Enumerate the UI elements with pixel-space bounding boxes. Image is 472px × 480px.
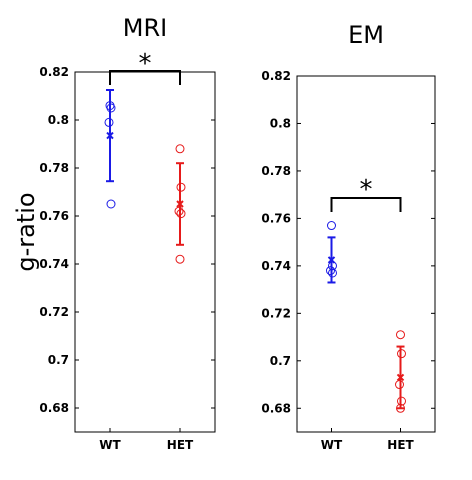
y-tick-label: 0.76 [261, 211, 291, 225]
mean-marker [106, 131, 114, 140]
y-tick-label: 0.68 [261, 401, 291, 415]
x-tick-label-wt: WT [99, 438, 121, 452]
data-point [396, 330, 405, 340]
series-wt [104, 89, 116, 209]
x-tick-label-het: HET [167, 438, 194, 452]
y-tick-label: 0.72 [39, 305, 69, 319]
mean-marker [176, 200, 184, 208]
y-tick-label: 0.78 [39, 161, 69, 175]
data-point [175, 144, 185, 154]
data-point [328, 261, 337, 271]
y-tick-label: 0.8 [48, 113, 69, 127]
data-point [397, 349, 406, 359]
panel-title: EM [348, 21, 384, 49]
y-tick-label: 0.72 [261, 306, 291, 320]
y-tick-label: 0.8 [270, 116, 291, 130]
y-tick-label: 0.7 [48, 353, 69, 367]
data-point [175, 254, 185, 264]
panel-title: MRI [123, 14, 167, 42]
data-point [106, 103, 116, 113]
axes-frame [74, 71, 216, 433]
series-het [174, 144, 186, 264]
series-het [395, 330, 406, 413]
y-axis-label: g-ratio [12, 192, 40, 271]
y-tick-label: 0.74 [261, 259, 291, 273]
series-wt [326, 221, 337, 284]
data-point [328, 268, 337, 278]
panel-mri: MRI 0.68 0.7 0.72 0.74 0.76 0.78 0.8 0.82 WT HET * [39, 14, 216, 452]
significance-bracket [109, 70, 181, 85]
data-point [326, 266, 335, 276]
y-tick-label: 0.68 [39, 401, 69, 415]
data-point [106, 199, 116, 209]
y-tick-label: 0.7 [270, 354, 291, 368]
significance-star: * [139, 49, 152, 79]
data-point [174, 206, 184, 216]
y-tick-label: 0.76 [39, 209, 69, 223]
y-tick-label: 0.74 [39, 257, 69, 271]
y-tick-label: 0.82 [261, 69, 291, 83]
data-point [396, 403, 405, 413]
data-point [176, 182, 186, 192]
y-tick-label: 0.82 [39, 65, 69, 79]
significance-star: * [360, 175, 373, 205]
x-tick-label-het: HET [387, 438, 414, 452]
data-point [176, 209, 186, 219]
data-point [327, 221, 336, 231]
data-point [104, 117, 114, 127]
axes-frame [296, 75, 436, 433]
panel-em: EM 0.68 0.7 0.72 0.74 0.76 0.78 0.8 0.82 WT HET * [261, 21, 436, 452]
y-tick-label: 0.78 [261, 164, 291, 178]
data-point [397, 396, 406, 406]
significance-bracket [330, 197, 402, 212]
x-tick-label-wt: WT [321, 438, 343, 452]
mean-marker [396, 373, 405, 382]
data-point [395, 380, 404, 390]
